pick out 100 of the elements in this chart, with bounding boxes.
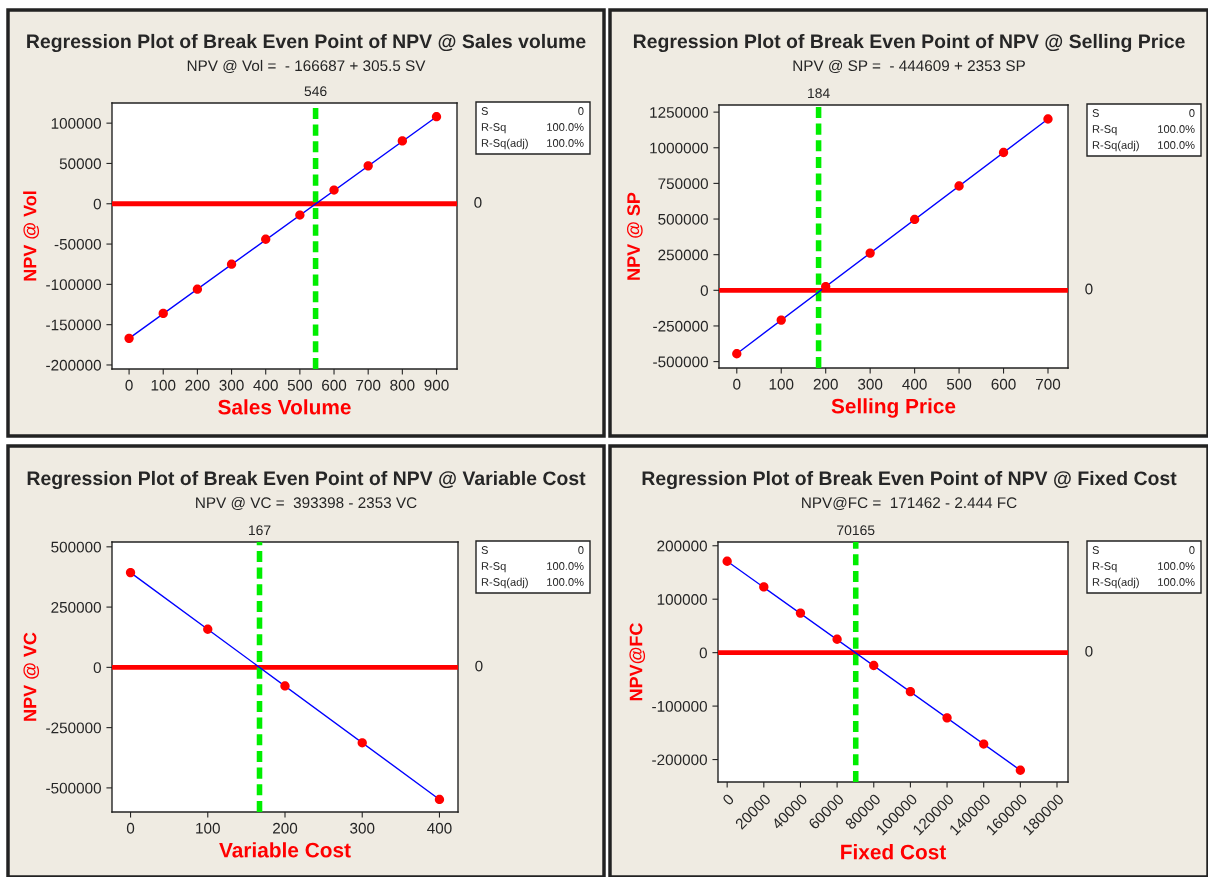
x-tick-label: 700 [356,379,381,391]
x-tick-label: 0 [125,379,133,391]
x-tick-label: 300 [350,822,375,834]
x-axis-title: Sales Volume [218,399,351,415]
x-axis-title: Fixed Cost [841,844,946,860]
point [954,181,964,191]
text: 0 [578,107,584,115]
ref-line-label: 184 [808,88,830,99]
chart-title: Regression Plot of Break Even Point of NPV @ Fixed Cost [642,470,1177,490]
y-tick-label: 0 [700,285,708,296]
y-tick-label: 0 [93,662,101,674]
chart-subtitle: NPV @ SP = - 444609 + 2353 SP [793,59,1025,74]
y-tick-label: 250000 [51,601,101,613]
y-tick-label: 100000 [657,594,707,605]
y-tick-label: 500000 [51,541,101,553]
x-axis-title: Selling Price [831,398,956,418]
point [226,259,237,269]
point [979,739,989,749]
point [397,136,408,146]
point [295,210,305,220]
y-tick-label: 200000 [657,540,707,552]
x-tick-label: 200 [273,822,298,834]
y-tick-label: -200000 [652,754,707,766]
point [865,248,875,258]
x-tick-label: 400 [902,378,927,390]
point [434,794,445,805]
x-tick-label: 700 [1036,378,1061,390]
text: S [481,107,488,115]
x-tick-label: 600 [991,378,1016,390]
x-tick-label: 600 [322,379,347,391]
point [261,234,271,244]
y-tick-label: -150000 [46,319,101,331]
y-axis-title: NPV@FC [629,623,646,701]
point [158,308,168,319]
y-tick-label: 750000 [658,178,708,190]
y-tick-label: -500000 [46,782,101,794]
point [329,185,339,195]
x-tick-label: 900 [424,379,449,391]
text: 0 [1189,546,1195,554]
y-tick-label: 100000 [51,118,101,129]
point [909,214,920,225]
y-tick-label: 50000 [59,158,101,170]
text: S [1092,109,1099,117]
chart-title: Regression Plot of Break Even Point of NPV @ Selling Price [633,33,1185,53]
y-tick-label: -500000 [653,356,708,368]
x-tick-label: 100 [769,378,794,390]
x-tick-label: 200 [185,379,210,391]
text: R-Sq [481,562,506,573]
text: 100.0% [547,123,584,131]
chart-title: Regression Plot of Break Even Point of NPV @ Sales volume [27,33,586,53]
point [776,315,786,325]
point [759,582,769,592]
text: 0 [1189,109,1195,117]
ref-line-label: 70165 [837,525,875,536]
y-axis-title: NPV @ VC [23,632,40,721]
point [722,556,732,566]
x-tick-label: 100 [151,379,176,391]
text: S [1092,546,1099,554]
text: R-Sq(adj) [1092,140,1139,152]
ref-line-label: 0 [475,660,483,672]
point [942,713,952,723]
point [795,608,806,618]
point [732,349,742,359]
point [125,567,136,578]
point [280,681,290,691]
y-tick-label: -250000 [46,722,101,734]
x-tick-label: 800 [390,379,415,391]
text: R-Sq [1092,125,1117,136]
text: R-Sq [481,123,506,134]
point [869,660,879,671]
y-tick-label: -100000 [46,279,101,291]
point [998,147,1009,158]
y-tick-label: -100000 [652,700,707,712]
y-tick-label: 500000 [658,213,708,225]
point [357,738,367,748]
y-tick-label: 250000 [658,249,708,261]
x-tick-label: 300 [858,378,883,390]
text: R-Sq(adj) [481,138,528,150]
y-tick-label: 0 [93,198,101,210]
point [905,687,916,697]
y-axis-title: NPV @ Vol [23,191,40,281]
y-tick-label: 0 [699,647,707,659]
text: 100.0% [1158,125,1195,133]
y-axis-title: NPV @ SP [626,192,643,280]
x-tick-label: 300 [219,379,244,391]
text: 100.0% [547,562,584,570]
text: 100.0% [1158,578,1195,586]
text: R-Sq [1092,562,1117,573]
point [192,284,203,294]
ref-line-label: 0 [474,197,482,208]
x-tick-label: 400 [427,822,452,834]
point [363,161,373,171]
y-tick-label: -50000 [54,238,101,250]
ref-line-label: 0 [1085,283,1093,295]
point [1043,114,1053,124]
text: 100.0% [547,578,584,586]
x-tick-label: 0 [126,822,135,834]
text: R-Sq(adj) [481,577,528,589]
y-tick-label: -200000 [46,359,101,371]
point [431,112,442,122]
